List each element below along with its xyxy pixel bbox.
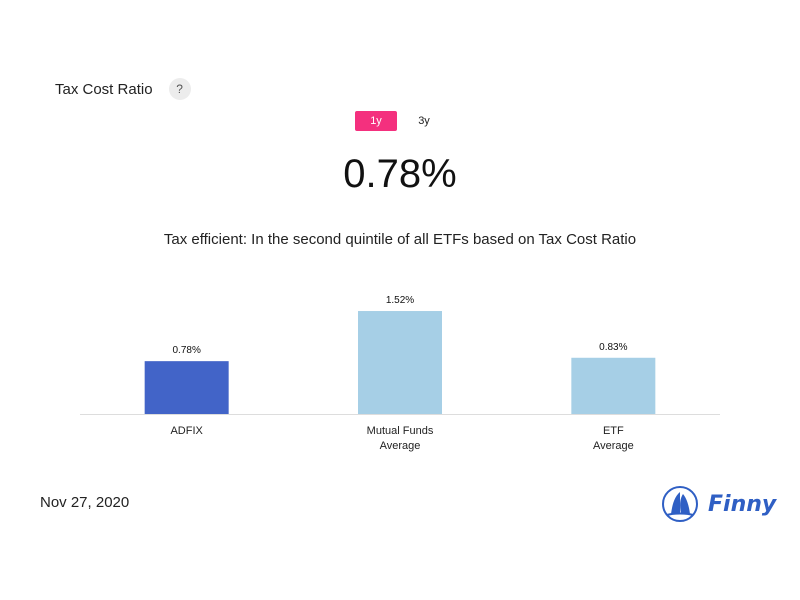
category-label: Mutual Funds Average xyxy=(367,425,434,452)
as-of-date: Nov 27, 2020 xyxy=(40,494,130,511)
period-tabs: 1y 3y xyxy=(0,111,800,131)
header: Tax Cost Ratio ? xyxy=(55,78,191,100)
page-title: Tax Cost Ratio xyxy=(55,80,153,98)
bar-value-label: 1.52% xyxy=(386,295,414,306)
category-label-line: ETF xyxy=(603,425,624,437)
bar-2[interactable] xyxy=(358,311,442,414)
tab-1y[interactable]: 1y xyxy=(355,111,397,131)
category-label-line: ADFIX xyxy=(170,425,203,437)
tab-3y[interactable]: 3y xyxy=(418,115,430,127)
bar-value-label: 0.83% xyxy=(599,342,627,353)
category-label: ADFIX xyxy=(170,425,203,437)
help-icon[interactable]: ? xyxy=(168,78,191,100)
brand-name: Finny xyxy=(708,491,777,517)
category-label-line: Average xyxy=(380,440,421,452)
bar-value-label: 0.78% xyxy=(172,345,200,356)
bar-chart: 0.78% ADFIX 1.52% Mutual Funds Average 0.83% E… xyxy=(80,295,720,452)
tax-cost-ratio-value: 0.78% xyxy=(343,152,457,196)
category-label-line: Mutual Funds xyxy=(367,425,434,437)
quintile-description: Tax efficient: In the second quintile of… xyxy=(163,231,637,248)
category-label-line: Average xyxy=(593,440,634,452)
finny-logo-icon xyxy=(662,486,698,522)
brand-logo[interactable]: Finny xyxy=(660,484,776,524)
bar-3[interactable] xyxy=(571,357,656,414)
bar-1[interactable] xyxy=(144,361,229,414)
category-label: ETF Average xyxy=(593,425,634,452)
